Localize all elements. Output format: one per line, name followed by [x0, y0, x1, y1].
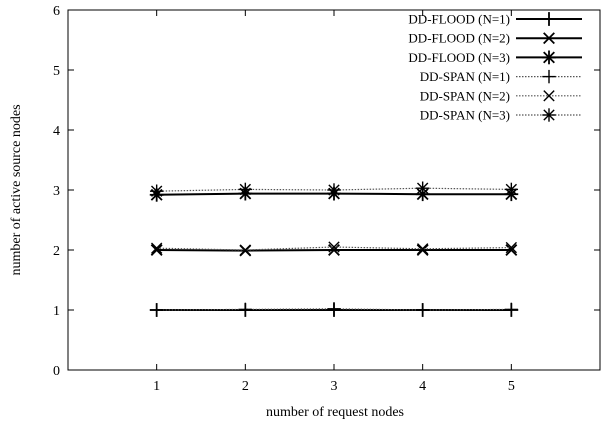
legend-marker — [542, 69, 556, 84]
data-point — [504, 302, 519, 317]
data-point — [505, 244, 518, 256]
data-point — [327, 183, 341, 197]
legend-label: DD-FLOOD (N=1) — [408, 12, 510, 27]
data-point — [504, 182, 519, 197]
series-6 — [149, 181, 519, 198]
y-tick-label: 3 — [53, 184, 60, 199]
y-axis-label: number of active source nodes — [9, 104, 24, 275]
y-tick-label: 6 — [53, 4, 60, 19]
x-tick-label: 1 — [153, 379, 160, 394]
data-point — [238, 302, 253, 317]
legend-marker — [543, 90, 555, 102]
legend-marker — [542, 12, 556, 26]
legend-label: DD-FLOOD (N=2) — [408, 31, 510, 46]
x-tick-label: 2 — [242, 379, 249, 394]
legend-label: DD-SPAN (N=3) — [420, 108, 510, 123]
x-axis-label: number of request nodes — [266, 405, 404, 420]
x-tick-label: 4 — [419, 379, 426, 394]
data-point — [149, 184, 164, 198]
legend-label: DD-SPAN (N=1) — [420, 69, 510, 84]
y-tick-label: 2 — [53, 244, 60, 259]
data-point — [328, 241, 340, 253]
data-point — [239, 244, 252, 256]
series-4 — [149, 302, 519, 317]
data-point — [505, 241, 518, 254]
y-tick-label: 0 — [53, 364, 60, 379]
legend-marker — [542, 108, 556, 122]
data-point — [416, 243, 429, 255]
x-tick-label: 5 — [508, 379, 515, 394]
x-tick-label: 3 — [331, 379, 338, 394]
data-point — [415, 303, 430, 317]
data-point — [149, 303, 164, 317]
series-5 — [150, 241, 518, 256]
data-point — [150, 242, 163, 254]
data-point — [150, 244, 163, 256]
data-point — [327, 302, 341, 316]
legend-label: DD-FLOOD (N=3) — [408, 50, 510, 65]
legend-label: DD-SPAN (N=2) — [420, 88, 510, 103]
legend-marker — [543, 32, 555, 45]
y-tick-label: 4 — [53, 124, 60, 139]
y-tick-label: 5 — [53, 64, 60, 79]
legend-marker — [542, 50, 556, 65]
data-point — [415, 181, 430, 195]
data-point — [238, 182, 253, 197]
y-tick-label: 1 — [53, 304, 60, 319]
data-point — [416, 244, 429, 256]
